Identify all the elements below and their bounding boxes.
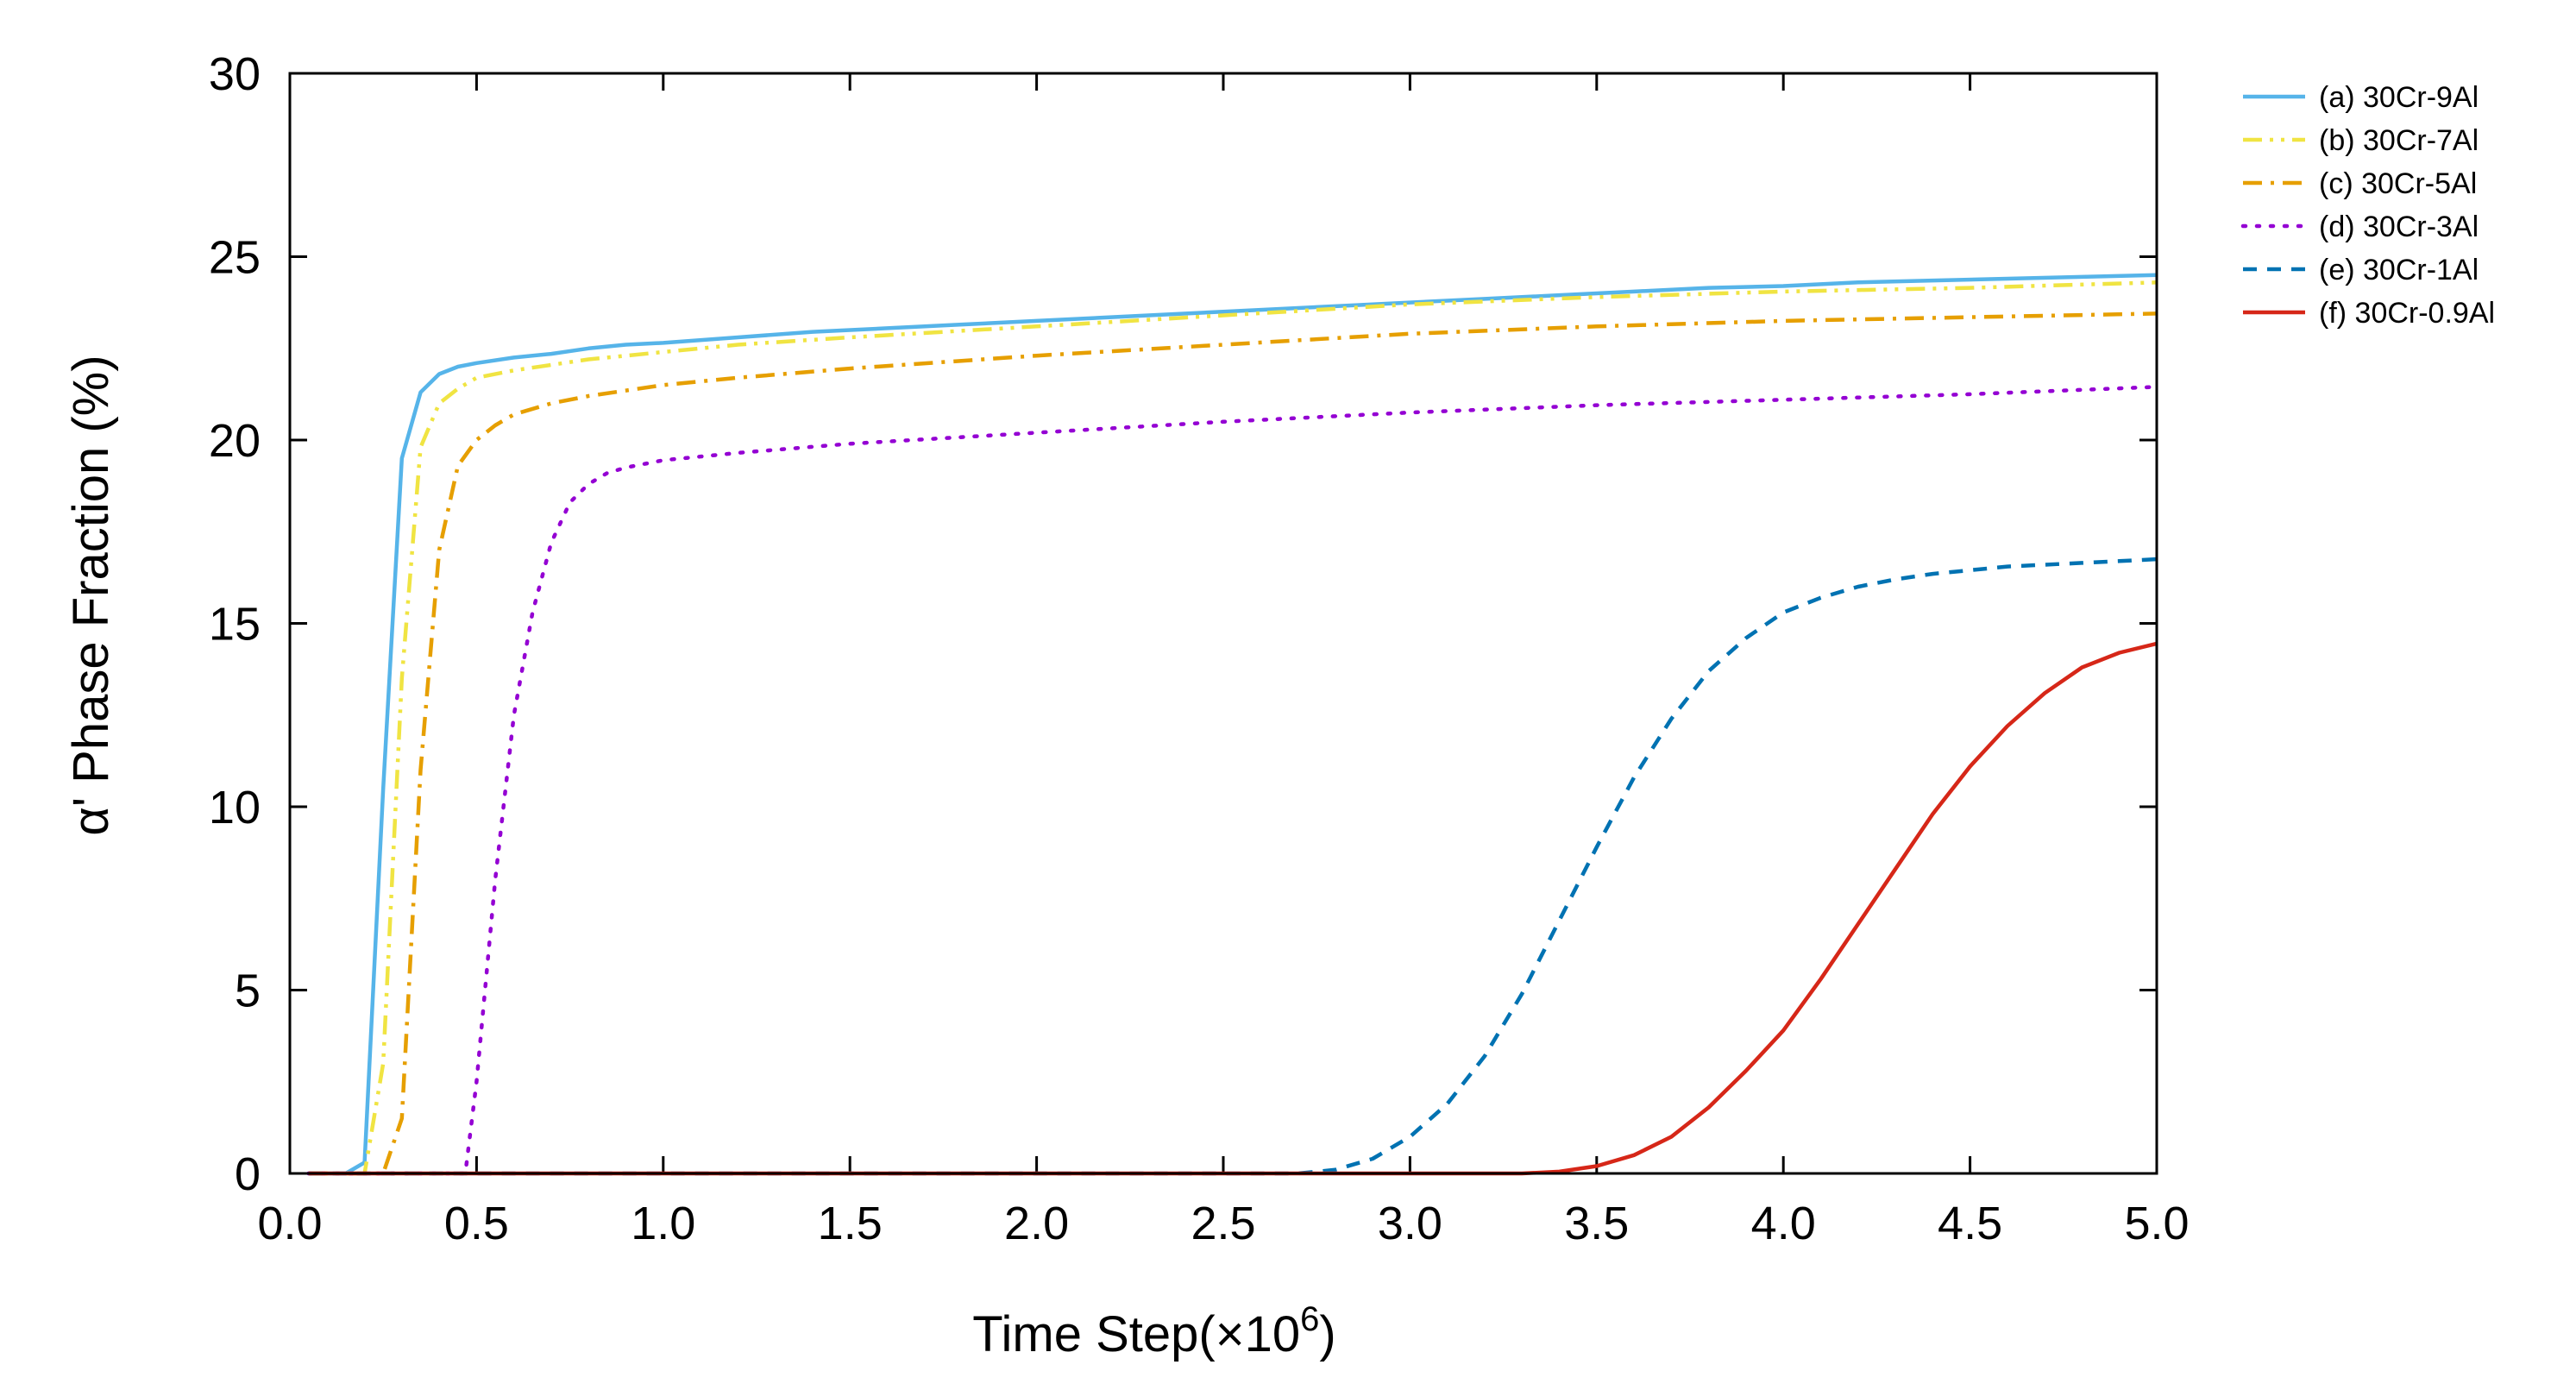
series-line-d — [306, 385, 2159, 1176]
y-tick-label: 15 — [209, 599, 261, 651]
y-tick-label: 25 — [209, 232, 261, 284]
series-line-c — [308, 311, 2158, 1176]
legend-label: (a) 30Cr-9Al — [2319, 81, 2479, 114]
x-tick-label: 3.5 — [1564, 1198, 1629, 1249]
x-tick-label: 1.0 — [631, 1198, 695, 1249]
y-tick-label: 0 — [235, 1148, 261, 1200]
series-line-e — [308, 557, 2158, 1176]
series-line-f — [308, 641, 2158, 1176]
legend-label: (d) 30Cr-3Al — [2319, 211, 2479, 243]
y-tick-label: 10 — [209, 782, 261, 833]
x-axis-title: Time Step(×106) — [972, 1300, 1335, 1362]
y-axis-title: α' Phase Fraction (%) — [63, 355, 119, 835]
legend-label: (c) 30Cr-5Al — [2319, 167, 2477, 200]
x-tick-label: 3.0 — [1378, 1198, 1442, 1249]
x-axis-title-exponent: 6 — [1300, 1300, 1319, 1338]
legend-label: (b) 30Cr-7Al — [2319, 124, 2479, 157]
ticks-layer — [288, 72, 2158, 1175]
series-line-a — [308, 273, 2158, 1176]
x-tick-label: 0.5 — [444, 1198, 509, 1249]
y-tick-label: 30 — [209, 48, 261, 100]
y-tick-label: 5 — [235, 965, 261, 1017]
series-layer — [306, 273, 2159, 1176]
legend-label: (e) 30Cr-1Al — [2319, 254, 2479, 286]
x-axis-title-main: Time Step(×10 — [972, 1306, 1300, 1362]
x-tick-label: 5.0 — [2124, 1198, 2189, 1249]
plot-frame — [288, 72, 2158, 1175]
x-axis-title-close: ) — [1319, 1306, 1335, 1362]
legend-label: (f) 30Cr-0.9Al — [2319, 297, 2495, 330]
legend: (a) 30Cr-9Al (b) 30Cr-7Al (c) 30Cr-5Al (d) … — [2240, 81, 2495, 330]
labels-layer: 0.0 0.5 1.0 1.5 2.0 2.5 3.0 3.5 4.0 4.5 5.0 0 5 10 15 2… — [209, 48, 2190, 1249]
x-tick-label: 2.5 — [1191, 1198, 1255, 1249]
x-tick-label: 1.5 — [818, 1198, 883, 1249]
x-tick-label: 2.0 — [1004, 1198, 1069, 1249]
x-tick-label: 4.5 — [1938, 1198, 2002, 1249]
x-tick-label: 4.0 — [1751, 1198, 1816, 1249]
series-line-b — [308, 280, 2158, 1176]
y-tick-label: 20 — [209, 415, 261, 467]
x-tick-label: 0.0 — [257, 1198, 322, 1249]
